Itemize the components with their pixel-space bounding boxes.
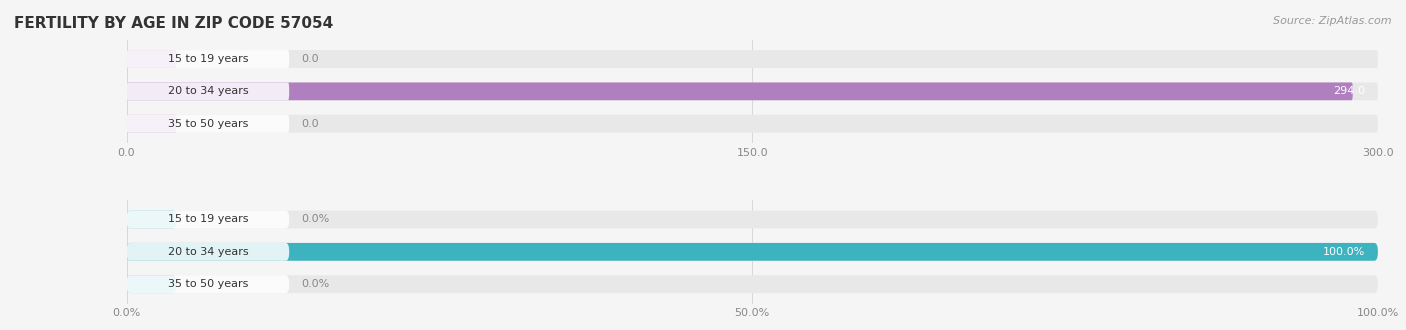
Text: 15 to 19 years: 15 to 19 years <box>167 214 247 224</box>
FancyBboxPatch shape <box>127 275 290 293</box>
FancyBboxPatch shape <box>127 115 1378 133</box>
FancyBboxPatch shape <box>127 82 290 100</box>
Text: 35 to 50 years: 35 to 50 years <box>167 279 247 289</box>
FancyBboxPatch shape <box>127 82 1378 100</box>
FancyBboxPatch shape <box>127 82 1353 100</box>
Text: FERTILITY BY AGE IN ZIP CODE 57054: FERTILITY BY AGE IN ZIP CODE 57054 <box>14 16 333 31</box>
Text: 0.0: 0.0 <box>302 54 319 64</box>
Text: 0.0: 0.0 <box>302 119 319 129</box>
FancyBboxPatch shape <box>127 243 1378 261</box>
FancyBboxPatch shape <box>127 211 1378 228</box>
Text: 0.0%: 0.0% <box>302 279 330 289</box>
Text: 15 to 19 years: 15 to 19 years <box>167 54 247 64</box>
FancyBboxPatch shape <box>127 50 1378 68</box>
Text: 20 to 34 years: 20 to 34 years <box>167 247 249 257</box>
FancyBboxPatch shape <box>127 243 290 261</box>
Text: 294.0: 294.0 <box>1333 86 1365 96</box>
FancyBboxPatch shape <box>127 275 1378 293</box>
FancyBboxPatch shape <box>127 115 290 133</box>
FancyBboxPatch shape <box>127 115 177 133</box>
Text: 0.0%: 0.0% <box>302 214 330 224</box>
FancyBboxPatch shape <box>127 211 177 228</box>
FancyBboxPatch shape <box>127 211 290 228</box>
FancyBboxPatch shape <box>127 50 177 68</box>
FancyBboxPatch shape <box>127 50 290 68</box>
Text: 100.0%: 100.0% <box>1323 247 1365 257</box>
Text: 20 to 34 years: 20 to 34 years <box>167 86 249 96</box>
Text: Source: ZipAtlas.com: Source: ZipAtlas.com <box>1274 16 1392 26</box>
FancyBboxPatch shape <box>127 243 1378 261</box>
Text: 35 to 50 years: 35 to 50 years <box>167 119 247 129</box>
FancyBboxPatch shape <box>127 275 177 293</box>
